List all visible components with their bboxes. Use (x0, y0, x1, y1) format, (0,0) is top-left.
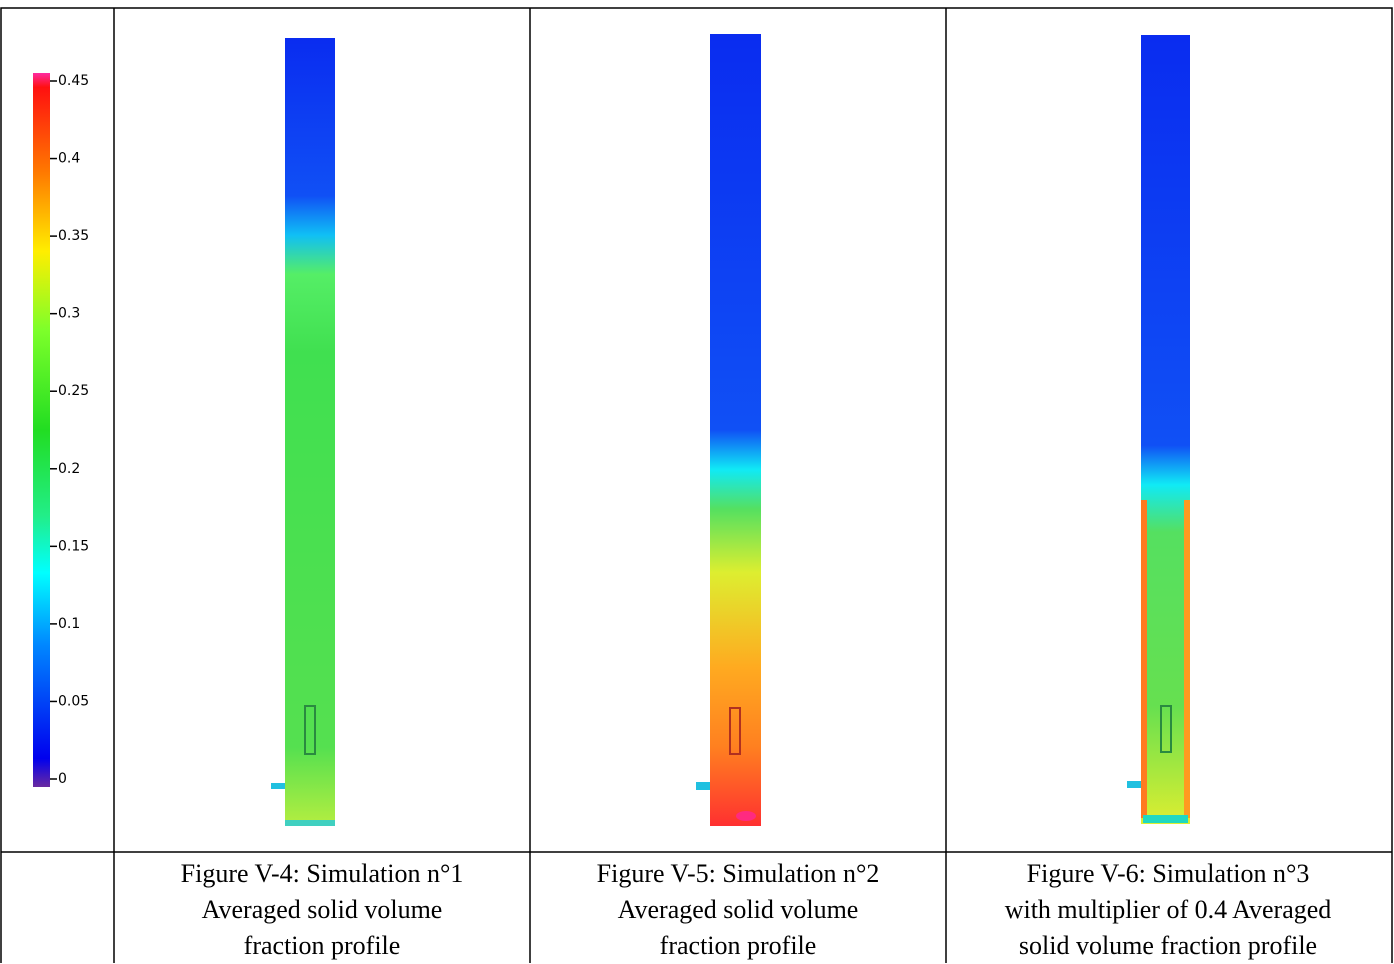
caption: Figure V-6: Simulation n°3 with multiplie… (946, 856, 1390, 964)
tick-label: 0 (58, 771, 67, 787)
tick-label: 0.25 (58, 383, 89, 399)
tick-label: 0.15 (58, 538, 89, 554)
colorbar-ticks: 0.45 0.4 0.35 0.3 0.25 0.2 0.15 0.1 0.05 0 (50, 73, 89, 787)
simulation-image (696, 34, 761, 826)
caption-line: Figure V-6: Simulation n°3 (1026, 859, 1310, 888)
simulation-image (271, 38, 335, 826)
caption-line: Figure V-5: Simulation n°2 (596, 859, 880, 888)
tick-label: 0.05 (58, 693, 89, 709)
caption: Figure V-4: Simulation n°1 Averaged solid… (114, 856, 530, 964)
caption-line: with multiplier of 0.4 Averaged (1004, 895, 1332, 924)
caption-line: fraction profile (659, 931, 817, 960)
colorbar (33, 73, 50, 787)
tick-label: 0.4 (58, 151, 80, 167)
caption-line: Averaged solid volume (201, 895, 443, 924)
tick-label: 0.1 (58, 616, 80, 632)
caption: Figure V-5: Simulation n°2 Averaged solid… (530, 856, 946, 964)
tick-label: 0.45 (58, 73, 89, 89)
table-borders (0, 7, 1393, 963)
caption-line: fraction profile (243, 931, 401, 960)
simulation-image (1127, 35, 1190, 824)
caption-line: Averaged solid volume (617, 895, 859, 924)
tick-label: 0.35 (58, 228, 89, 244)
caption-line: Figure V-4: Simulation n°1 (180, 859, 464, 888)
tick-label: 0.2 (58, 461, 80, 477)
caption-line: solid volume fraction profile (1018, 931, 1318, 960)
tick-label: 0.3 (58, 306, 80, 322)
